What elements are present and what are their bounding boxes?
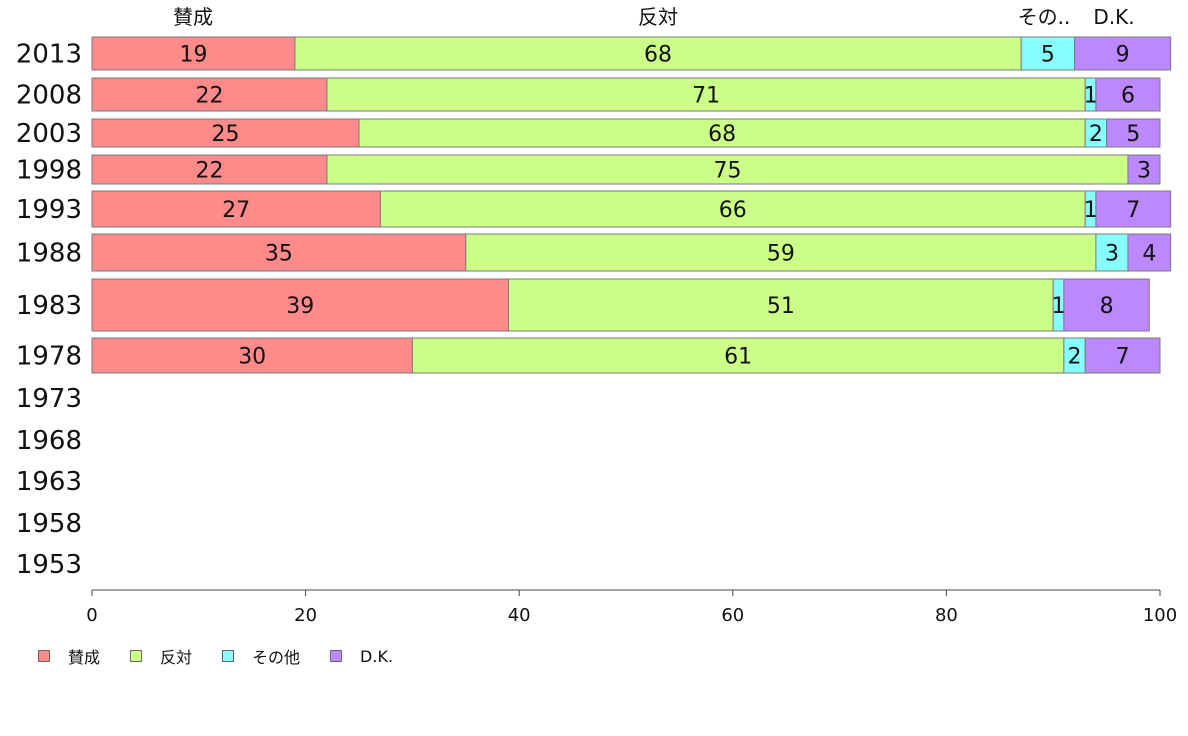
bar-segment [326, 154, 1129, 185]
category-label: 1963 [16, 467, 82, 497]
bar-segment [1095, 77, 1161, 112]
x-tick-label: 60 [721, 605, 744, 626]
category-label: 1953 [16, 550, 82, 580]
data-label: 7 [1116, 345, 1130, 370]
bar-segment [91, 154, 328, 185]
data-label: 59 [767, 242, 795, 267]
data-label: 8 [1100, 294, 1114, 319]
category-label: 2013 [16, 40, 82, 70]
bar-segment [91, 233, 467, 272]
legend-swatch [222, 650, 235, 662]
category-label: 1958 [16, 509, 82, 539]
bar-segment [1095, 190, 1172, 228]
data-label: 5 [1041, 43, 1055, 68]
category-label: 1978 [16, 342, 82, 372]
column-header: 賛成 [173, 5, 213, 29]
bar-segment [358, 118, 1086, 148]
data-label: 22 [195, 159, 223, 184]
category-label: 1988 [16, 239, 82, 269]
category-label: 2003 [16, 119, 82, 149]
bar-segment [508, 278, 1054, 332]
bar-segment [1127, 233, 1172, 272]
data-label: 61 [724, 345, 752, 370]
column-header: その.. [1018, 5, 1071, 29]
data-label: 6 [1121, 84, 1135, 109]
data-label: 3 [1105, 242, 1119, 267]
bar-segment [326, 77, 1086, 112]
bar-segment [1063, 278, 1150, 332]
data-label: 66 [719, 198, 747, 223]
category-label: 1973 [16, 384, 82, 414]
legend-label: D.K. [360, 646, 394, 666]
data-label: 3 [1137, 159, 1151, 184]
legend-label: 賛成 [68, 648, 101, 667]
x-tick-label: 0 [86, 605, 97, 626]
data-label: 1 [1052, 294, 1066, 319]
data-label: 1 [1084, 198, 1098, 223]
legend-swatch [130, 650, 143, 662]
data-label: 9 [1116, 43, 1130, 68]
bar-segment [91, 118, 360, 148]
legend-item: D.K. [330, 647, 393, 666]
legend-label: 反対 [160, 648, 193, 667]
data-label: 27 [222, 198, 250, 223]
data-label: 5 [1126, 122, 1140, 147]
column-header: 反対 [638, 5, 678, 29]
legend: 賛成 反対 その他 D.K. [38, 644, 423, 668]
data-label: 39 [286, 294, 314, 319]
category-label: 1968 [16, 426, 82, 456]
data-label: 1 [1084, 84, 1098, 109]
bar-segment [1095, 233, 1129, 272]
bar-segment [1084, 337, 1161, 374]
data-label: 35 [265, 242, 293, 267]
data-label: 75 [713, 159, 741, 184]
legend-label: その他 [252, 648, 301, 667]
data-label: 19 [179, 43, 207, 68]
bar-segment [1020, 36, 1076, 71]
x-tick-label: 80 [935, 605, 958, 626]
bar-segment [1106, 118, 1161, 148]
bar-segment [91, 77, 328, 112]
bar-segment [91, 190, 381, 228]
data-label: 2 [1089, 122, 1103, 147]
x-tick-label: 100 [1143, 605, 1177, 626]
category-label: 1998 [16, 156, 82, 186]
column-header: D.K. [1093, 5, 1134, 29]
bar-segment [294, 36, 1022, 71]
legend-swatch [38, 650, 50, 662]
legend-item: 反対 [130, 644, 192, 668]
data-label: 51 [767, 294, 795, 319]
bar-segment [91, 36, 296, 71]
legend-item: 賛成 [38, 644, 100, 668]
bar-segment [1127, 154, 1161, 185]
data-label: 68 [708, 122, 736, 147]
data-label: 68 [644, 43, 672, 68]
bar-segment [91, 278, 510, 332]
bar-segment [411, 337, 1065, 374]
data-label: 7 [1126, 198, 1140, 223]
category-label: 1993 [16, 195, 82, 225]
category-label: 1983 [16, 291, 82, 321]
data-label: 30 [238, 345, 266, 370]
data-label: 4 [1142, 242, 1156, 267]
bar-segment [465, 233, 1097, 272]
bar-segment [1074, 36, 1172, 71]
legend-swatch [330, 650, 343, 662]
data-label: 22 [195, 84, 223, 109]
x-tick-label: 20 [294, 605, 317, 626]
x-tick-label: 40 [508, 605, 531, 626]
bar-segment [379, 190, 1086, 228]
data-label: 71 [692, 84, 720, 109]
data-label: 25 [212, 122, 240, 147]
category-label: 2008 [16, 81, 82, 111]
data-label: 2 [1068, 345, 1082, 370]
legend-item: その他 [222, 644, 300, 668]
bar-segment [91, 337, 413, 374]
